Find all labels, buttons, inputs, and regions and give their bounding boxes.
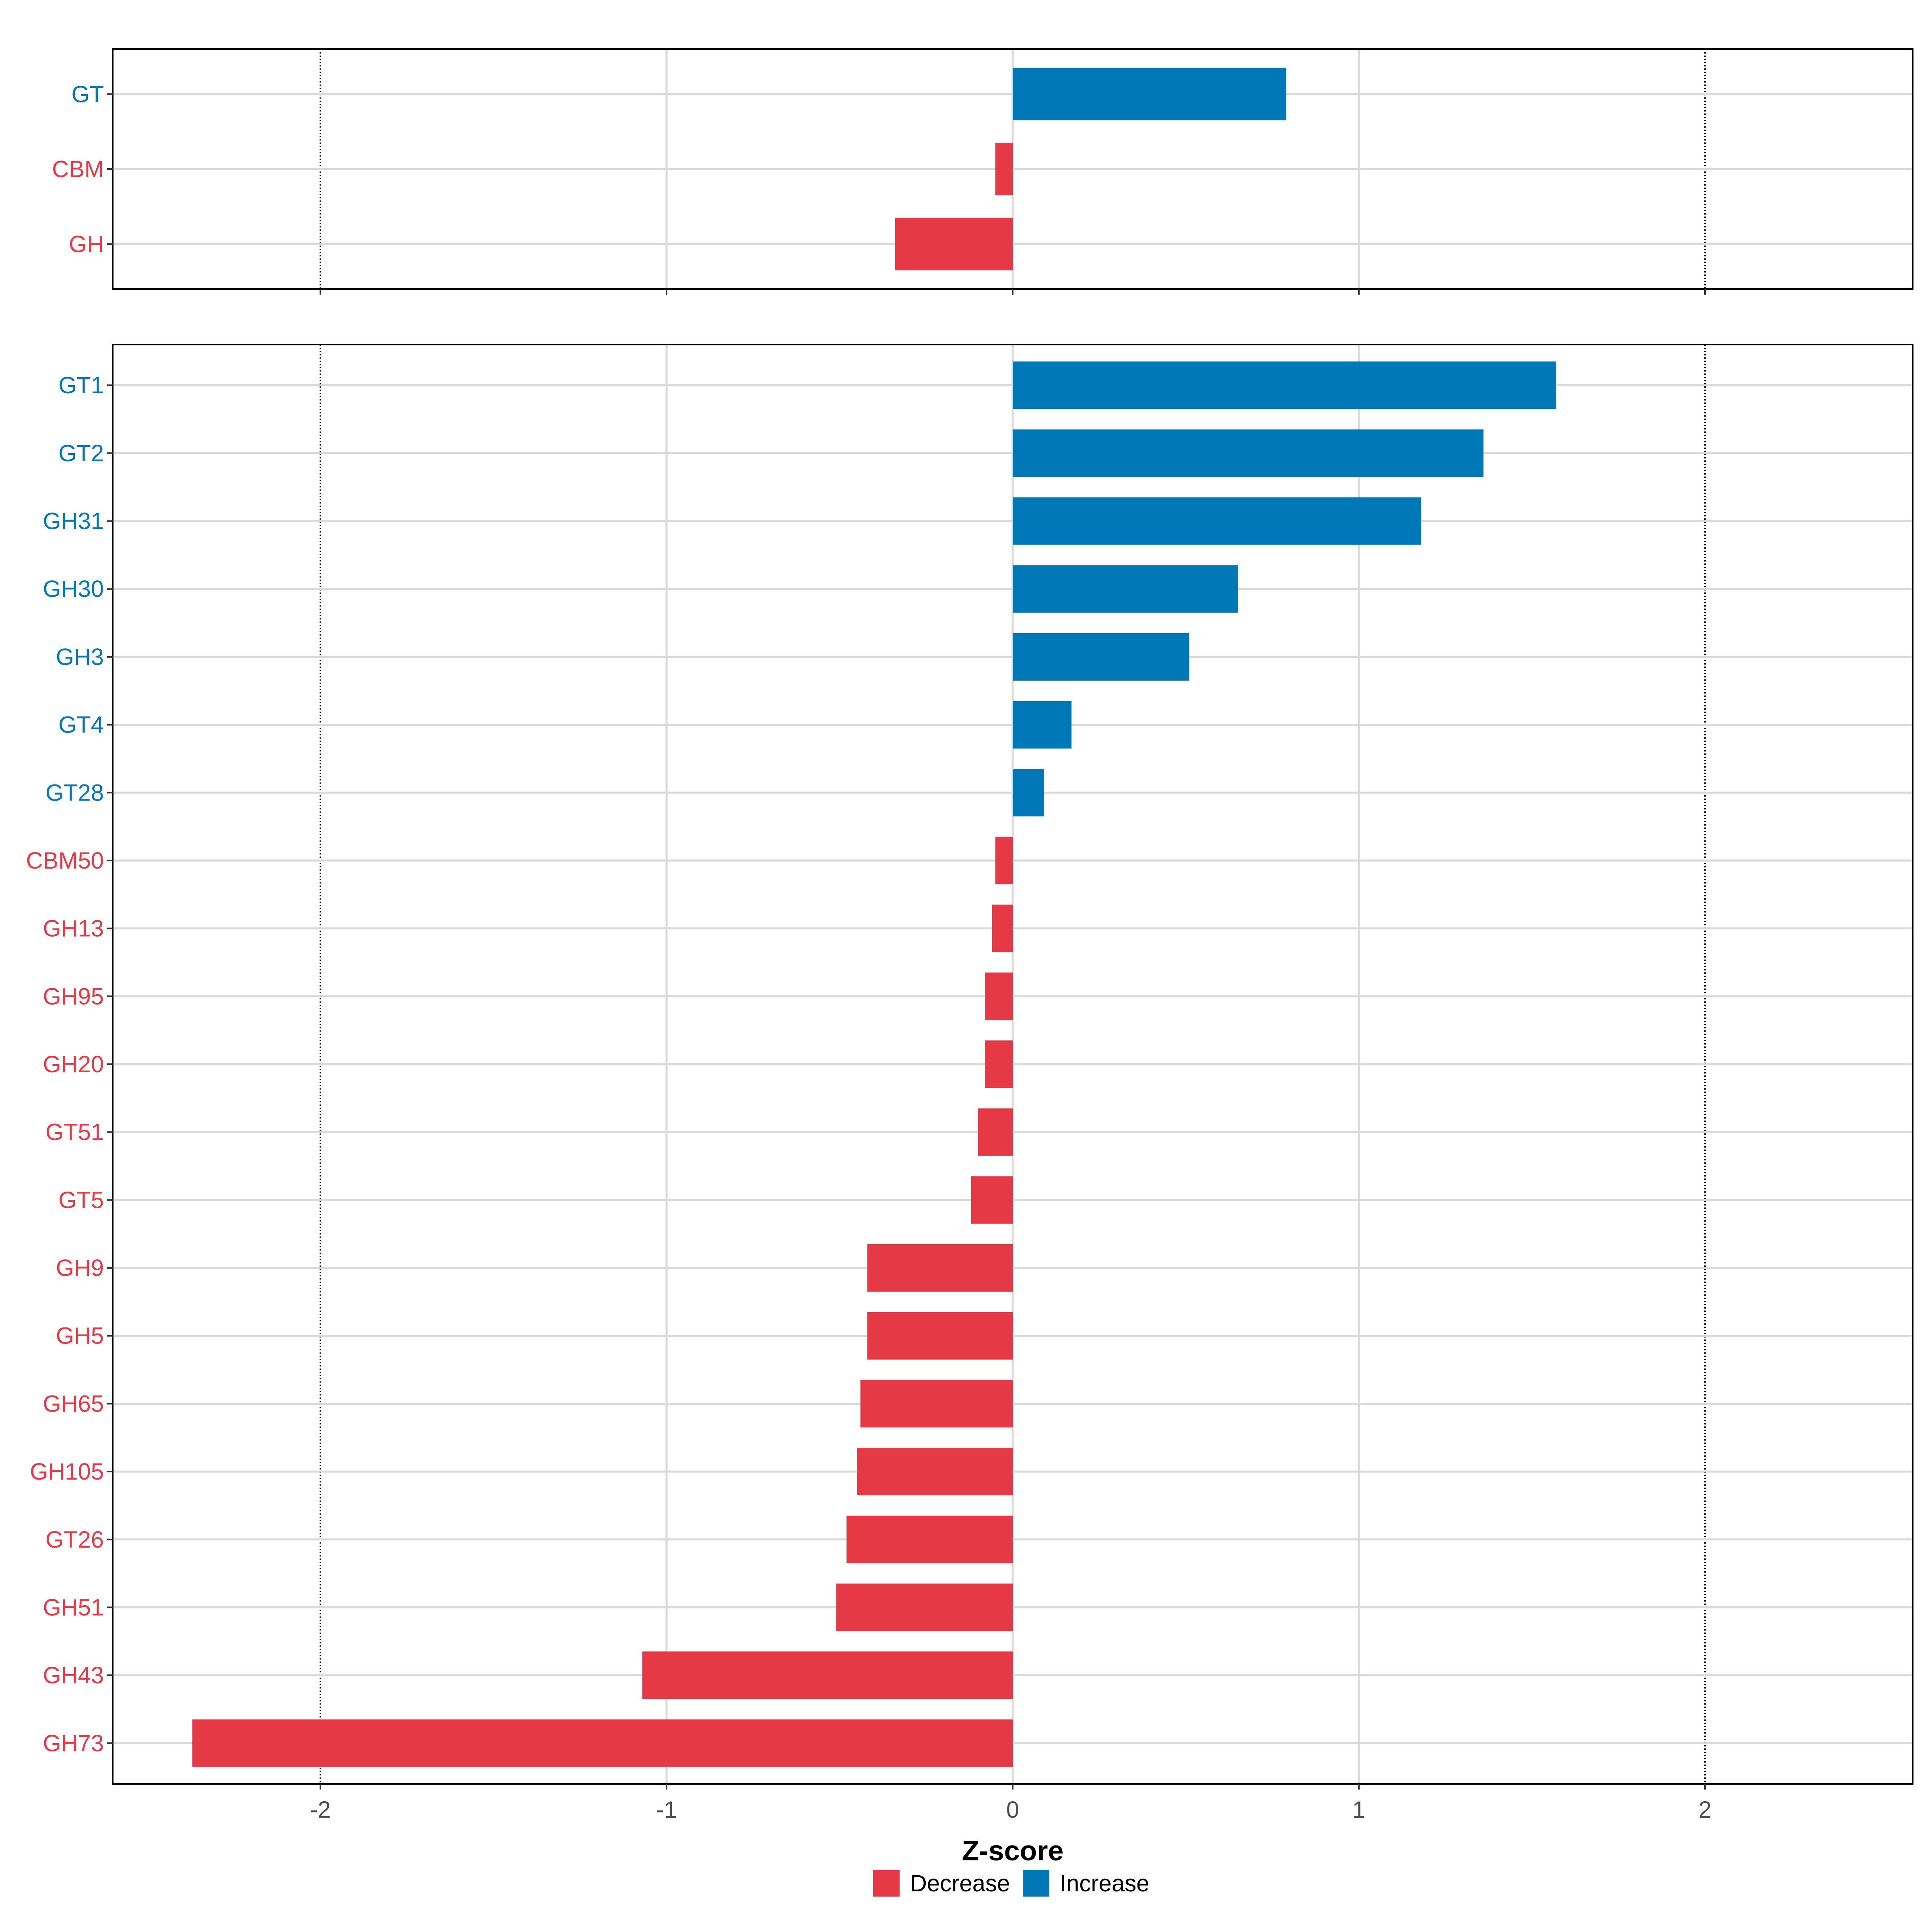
bar-GH51	[836, 1583, 1013, 1631]
legend-swatch	[1023, 1870, 1049, 1897]
category-label: GH30	[43, 576, 104, 602]
legend-label: Decrease	[910, 1870, 1010, 1897]
category-label: CBM	[52, 156, 104, 182]
category-label: GT2	[58, 440, 104, 466]
legend-swatch	[873, 1870, 900, 1897]
bar-GH105	[857, 1448, 1013, 1496]
bar-GH9	[867, 1244, 1013, 1292]
category-label: GH9	[56, 1255, 104, 1281]
bar-GT4	[1013, 701, 1072, 749]
x-tick-label: 0	[1006, 1797, 1019, 1823]
bar-GH20	[985, 1040, 1013, 1088]
bar-GH65	[860, 1380, 1013, 1428]
category-label: GH5	[56, 1323, 104, 1349]
legend-entry-decrease: Decrease	[873, 1870, 1010, 1897]
bar-GT51	[978, 1108, 1013, 1156]
category-label: GH65	[43, 1391, 104, 1417]
bar-GH30	[1013, 565, 1238, 613]
category-label: GH51	[43, 1594, 104, 1620]
panel-1: GT CBM GH	[52, 48, 1913, 295]
category-label: GT4	[58, 712, 104, 738]
category-label: GT28	[45, 780, 104, 806]
bar-GH73	[192, 1719, 1013, 1767]
legend-label: Increase	[1060, 1870, 1149, 1897]
x-tick-label: 2	[1699, 1797, 1711, 1823]
category-label: CBM50	[26, 848, 104, 874]
category-label: GH	[69, 231, 104, 257]
x-axis-title: Z-score	[962, 1835, 1064, 1866]
panel-2: GT1 GT2 GH31 GH30 GH3 GT4 GT28 CBM50 GH13 GH95 GH2…	[26, 344, 1913, 1790]
bar-GH	[895, 218, 1013, 270]
category-label: GH13	[43, 916, 104, 942]
category-label: GT	[71, 81, 104, 107]
legend-entry-increase: Increase	[1023, 1870, 1149, 1897]
bar-GH43	[642, 1651, 1013, 1699]
category-label: GH105	[30, 1459, 104, 1485]
x-tick-label: -1	[656, 1797, 677, 1823]
category-label: GT1	[58, 372, 104, 398]
category-label: GH95	[43, 983, 104, 1009]
bar-GH95	[985, 972, 1013, 1020]
category-label: GH43	[43, 1662, 104, 1688]
bar-GH5	[867, 1312, 1013, 1360]
bar-GT	[1013, 68, 1286, 120]
bar-GH31	[1013, 497, 1421, 545]
category-label: GH3	[56, 644, 104, 670]
category-label: GT26	[45, 1527, 104, 1553]
bar-CBM50	[995, 836, 1013, 884]
bar-CBM	[995, 142, 1013, 196]
x-tick-label: -2	[310, 1797, 331, 1823]
category-label: GT5	[58, 1187, 104, 1213]
category-label: GH73	[43, 1730, 104, 1757]
bar-GT26	[846, 1515, 1013, 1563]
bar-GH13	[992, 904, 1013, 952]
bar-GT5	[971, 1176, 1013, 1224]
category-label: GH20	[43, 1051, 104, 1077]
bar-GH3	[1013, 633, 1189, 681]
category-label: GH31	[43, 508, 104, 535]
x-tick-label: 1	[1352, 1797, 1365, 1823]
bar-GT1	[1013, 361, 1556, 409]
bar-GT2	[1013, 429, 1484, 477]
category-label: GT51	[45, 1119, 104, 1146]
bar-GT28	[1013, 769, 1044, 817]
